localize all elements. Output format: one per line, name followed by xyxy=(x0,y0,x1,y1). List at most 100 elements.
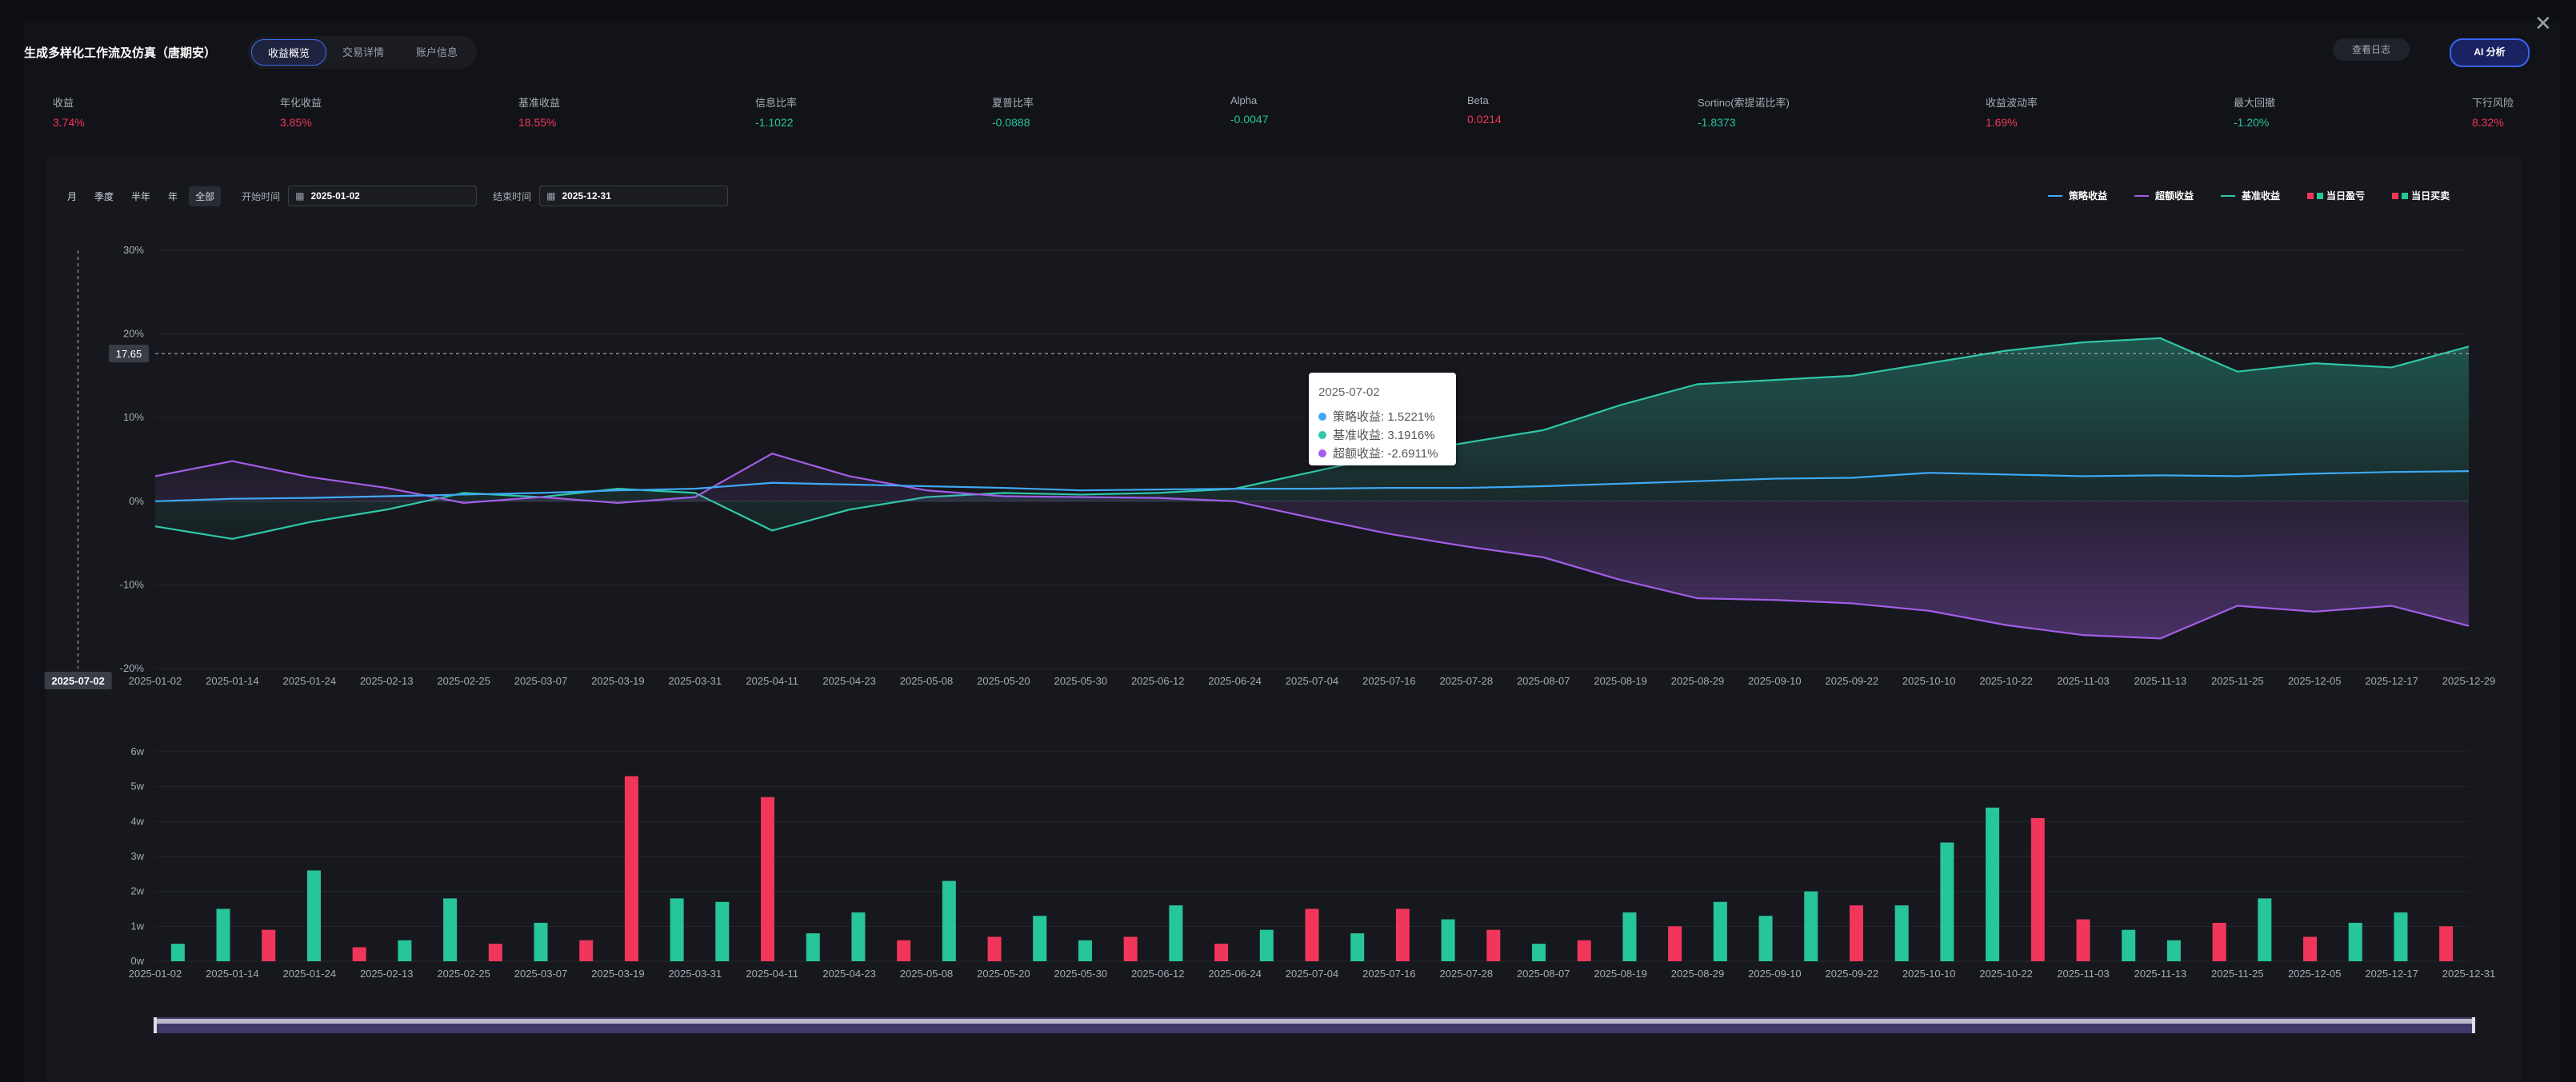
x-tick-label: 2025-06-24 xyxy=(1208,968,1262,980)
volume-bar xyxy=(2394,912,2408,961)
metric-max-drawdown: 最大回撤 -1.20% xyxy=(2234,94,2275,129)
x-tick-label: 2025-02-13 xyxy=(360,968,414,980)
legend-line-icon xyxy=(2221,194,2236,197)
x-readout-label: 2025-07-02 xyxy=(51,675,105,687)
metric-label: 信息比率 xyxy=(755,97,798,109)
x-tick-label: 2025-11-13 xyxy=(2134,675,2187,687)
x-tick-label: 2025-07-16 xyxy=(1362,675,1416,687)
volume-bar xyxy=(352,947,366,961)
end-date-input[interactable]: ▦ 2025-12-31 xyxy=(539,186,729,206)
x-tick-label: 2025-01-24 xyxy=(283,968,337,980)
zoom-slider-right-handle[interactable] xyxy=(2472,1017,2475,1033)
zoom-slider[interactable] xyxy=(154,1017,2475,1033)
legend-label: 当日买卖 xyxy=(2411,190,2450,202)
volume-bar xyxy=(1350,933,1365,961)
period-all-button[interactable]: 全部 xyxy=(189,186,222,206)
tab-account-info[interactable]: 账户信息 xyxy=(416,46,458,58)
x-tick-label: 2025-03-19 xyxy=(591,968,645,980)
volume-bar xyxy=(534,922,548,961)
close-icon[interactable]: ✕ xyxy=(2534,11,2552,35)
volume-bar xyxy=(1713,901,1727,961)
x-tick-label: 2025-05-08 xyxy=(900,968,954,980)
x-tick-label: 2025-09-22 xyxy=(1826,968,1879,980)
x-tick-label: 2025-03-07 xyxy=(514,675,568,687)
x-readout-box xyxy=(44,672,112,689)
legend-daily-trades[interactable]: 当日买卖 xyxy=(2392,189,2450,202)
tooltip-row-strategy: 策略收益: 1.5221% xyxy=(1318,408,1435,425)
legend-benchmark[interactable]: 基准收益 xyxy=(2221,189,2280,202)
x-tick-label: 2025-04-11 xyxy=(746,968,798,980)
period-month-button[interactable]: 月 xyxy=(67,190,78,202)
tooltip-row-text: 超额收益: -2.6911% xyxy=(1333,447,1438,461)
x-tick-label: 2025-07-04 xyxy=(1286,675,1339,687)
legend-square-icon xyxy=(2392,192,2399,199)
legend-label: 基准收益 xyxy=(2242,190,2281,202)
page-title: 生成多样化工作流及仿真（唐期安） xyxy=(24,46,217,60)
view-log-button[interactable]: 查看日志 xyxy=(2333,38,2410,61)
y-tick-label: -20% xyxy=(120,662,145,674)
metric-value: -0.0888 xyxy=(992,116,1030,129)
series-dot-icon xyxy=(1318,449,1326,457)
volume-bar xyxy=(1668,926,1682,961)
start-date-value: 2025-01-02 xyxy=(310,190,360,202)
excess-line xyxy=(154,452,2470,640)
x-tick-label: 2025-01-14 xyxy=(206,968,259,980)
period-year-button[interactable]: 年 xyxy=(168,190,178,202)
metrics-bar: 收益 3.74% 年化收益 3.85% 基准收益 18.55% 信息比率 -1.1022… xyxy=(53,94,2525,134)
volume-bar xyxy=(488,944,502,961)
x-tick-label: 2025-02-13 xyxy=(360,675,414,687)
tab-overview[interactable]: 收益概览 xyxy=(251,38,327,66)
start-date-input[interactable]: ▦ 2025-01-02 xyxy=(288,186,478,206)
volume-bar xyxy=(2030,817,2045,961)
x-tick-label: 2025-06-12 xyxy=(1131,968,1185,980)
period-half-year-button[interactable]: 半年 xyxy=(131,190,151,202)
legend-square-icon xyxy=(2402,192,2409,199)
x-tick-label: 2025-04-11 xyxy=(746,675,798,687)
x-tick-label: 2025-08-07 xyxy=(1517,675,1570,687)
ai-analysis-button[interactable]: AI 分析 xyxy=(2450,38,2530,67)
modal-header: 生成多样化工作流及仿真（唐期安） 收益概览 交易详情 账户信息 xyxy=(24,32,478,72)
metric-benchmark-return: 基准收益 18.55% xyxy=(518,94,560,129)
legend-strategy[interactable]: 策略收益 xyxy=(2048,189,2107,202)
period-quarter-button[interactable]: 季度 xyxy=(94,190,114,202)
x-tick-label: 2025-01-24 xyxy=(283,675,337,687)
volume-bar xyxy=(1940,842,1954,961)
metric-label: 夏普比率 xyxy=(992,97,1034,109)
volume-bar xyxy=(942,880,956,961)
zoom-slider-window[interactable] xyxy=(154,1019,2475,1024)
metric-sortino: Sortino(索提诺比率) -1.8373 xyxy=(1698,94,1790,129)
volume-bar xyxy=(987,936,1002,961)
x-tick-label: 2025-01-14 xyxy=(206,675,259,687)
x-tick-label: 2025-08-19 xyxy=(1594,968,1647,980)
x-tick-label: 2025-08-19 xyxy=(1594,675,1647,687)
x-tick-label: 2025-07-28 xyxy=(1440,675,1494,687)
legend-line-icon xyxy=(2134,194,2150,197)
chart-tooltip: 2025-07-02 策略收益: 1.5221% 基准收益: 3.1916% 超… xyxy=(1309,373,1456,465)
x-tick-label: 2025-12-17 xyxy=(2365,968,2418,980)
volume-bar xyxy=(398,940,412,961)
volume-bar xyxy=(1894,905,1909,961)
volume-bar xyxy=(1986,807,2000,961)
volume-bar xyxy=(1532,944,1546,961)
zoom-slider-left-handle[interactable] xyxy=(154,1017,157,1033)
metric-value: 0.0214 xyxy=(1467,113,1502,126)
x-tick-label: 2025-03-31 xyxy=(669,968,722,980)
x-tick-label: 2025-12-17 xyxy=(2365,675,2418,687)
volume-bar xyxy=(715,901,730,961)
legend-excess[interactable]: 超额收益 xyxy=(2134,189,2194,202)
x-tick-label: 2025-11-13 xyxy=(2134,968,2187,980)
volume-bar xyxy=(262,929,276,961)
calendar-icon: ▦ xyxy=(295,190,305,202)
volume-bar xyxy=(2258,898,2272,961)
legend-daily-pnl[interactable]: 当日盈亏 xyxy=(2307,189,2365,202)
metric-information-ratio: 信息比率 -1.1022 xyxy=(755,94,797,129)
x-tick-label: 2025-11-03 xyxy=(2057,675,2110,687)
start-date-label: 开始时间 xyxy=(242,190,281,202)
volume-bar xyxy=(2348,922,2362,961)
volume-bar xyxy=(806,933,820,961)
volume-bar xyxy=(1486,929,1501,961)
tab-trade-details[interactable]: 交易详情 xyxy=(342,46,385,58)
y-tick-label: 4w xyxy=(130,815,144,827)
y-tick-label: 20% xyxy=(123,328,144,340)
